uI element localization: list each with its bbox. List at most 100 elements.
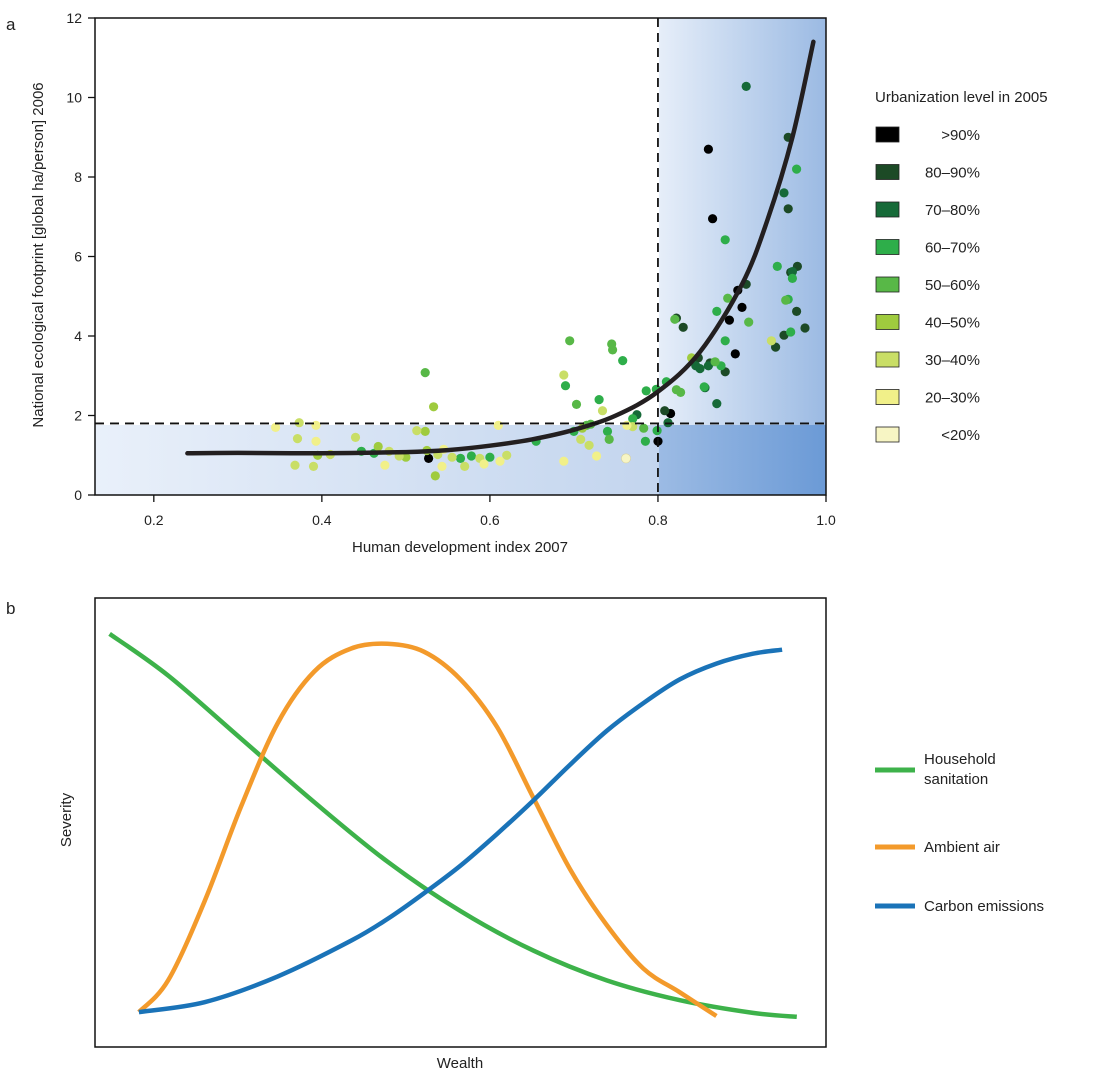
data-point-3: [720, 336, 730, 346]
data-point-7: [622, 420, 632, 430]
data-point-7: [495, 456, 505, 466]
legend-swatch: [875, 126, 900, 143]
legend-label: <20%: [941, 427, 980, 444]
data-point-6: [294, 418, 304, 428]
data-point-4: [571, 399, 582, 409]
x-tick-label: 0.8: [648, 512, 668, 528]
panel-a-label: a: [6, 15, 16, 34]
data-point-4: [639, 423, 649, 433]
data-point-3: [720, 235, 730, 245]
curve-household-sanitation: [108, 632, 797, 1020]
data-point-4: [676, 387, 686, 397]
data-point-5: [373, 441, 383, 452]
data-point-6: [308, 461, 319, 471]
legend-label: 80–90%: [925, 165, 980, 182]
urbanization-legend: >90% 80–90% 70–80% 60–70% 50–60% 40–50% 30–40%…: [875, 126, 980, 444]
data-point-7: [592, 451, 602, 461]
data-point-3: [485, 452, 495, 462]
plot-frame-b: [95, 598, 826, 706]
panel-b-legend: Household sanitation Ambient air Carbon emi…: [875, 751, 1044, 915]
severity-curves: [108, 632, 797, 1020]
data-point-3: [455, 453, 466, 463]
data-point-4: [723, 293, 733, 303]
data-point-2: [691, 361, 701, 371]
panel-a: 0.2 0.4 0.6 0.8 1.0 0 2 4 6 8 10 12 Human developm…: [30, 10, 1048, 556]
legend-swatch: [875, 201, 900, 218]
y-tick-label: 4: [74, 328, 82, 344]
legend-title: Urbanization level in 2005: [875, 89, 1048, 106]
legend-swatch: [875, 276, 900, 293]
legend-label-b: sanitation: [924, 771, 988, 788]
data-point-1: [783, 204, 793, 214]
region-sustainable-development: [659, 425, 826, 495]
legend-label: 40–50%: [925, 315, 980, 332]
data-point-0: [737, 302, 747, 312]
x-axis-ticks: 0.2 0.4 0.6 0.8 1.0: [144, 495, 836, 528]
data-point-3: [466, 451, 476, 461]
data-point-3: [618, 356, 628, 366]
data-point-4: [744, 317, 754, 327]
x-axis-label: Human development index 2007: [352, 539, 568, 556]
data-point-5: [430, 471, 440, 481]
data-point-1: [678, 322, 688, 332]
x-tick-label: 0.2: [144, 512, 164, 528]
data-point-6: [447, 452, 457, 462]
data-point-7: [311, 420, 321, 430]
data-point-3: [640, 436, 651, 446]
data-point-2: [779, 188, 789, 198]
data-point-3: [602, 426, 613, 436]
legend-swatch: [875, 389, 900, 405]
data-point-3: [772, 261, 782, 271]
data-point-3: [699, 382, 709, 392]
data-point-6: [412, 426, 422, 436]
y-tick-label: 6: [74, 249, 82, 265]
data-point-6: [460, 461, 470, 471]
curve-carbon-emissions: [138, 647, 783, 1015]
data-point-3: [560, 381, 571, 391]
curve-ambient-air: [137, 641, 718, 1018]
y-axis-ticks: 0 2 4 6 8 10 12: [66, 10, 95, 503]
x-tick-label: 1.0: [816, 512, 836, 528]
panel-b-label: b: [6, 599, 15, 618]
legend-label: 60–70%: [925, 240, 980, 257]
data-point-4: [607, 339, 617, 349]
data-point-3: [712, 306, 722, 316]
data-point-6: [766, 336, 777, 346]
x-tick-label: 0.6: [480, 512, 500, 528]
data-point-5: [429, 402, 439, 412]
legend-label: >90%: [941, 127, 980, 144]
data-point-6: [350, 432, 361, 442]
data-point-2: [787, 267, 798, 277]
data-point-1: [792, 306, 802, 316]
data-point-4: [604, 434, 614, 444]
data-point-7: [559, 456, 569, 466]
legend-swatch: [875, 164, 900, 180]
legend-label: 50–60%: [925, 277, 980, 294]
data-point-1: [800, 323, 810, 333]
legend-label-b: Ambient air: [924, 839, 1000, 856]
data-point-5: [420, 426, 430, 436]
data-point-8: [621, 453, 631, 464]
legend-swatch: [875, 426, 900, 443]
region-high-hdi: [659, 18, 826, 425]
x-tick-label: 0.4: [312, 512, 332, 528]
data-point-7: [437, 461, 447, 471]
y-tick-label: 10: [66, 90, 82, 106]
data-point-2: [703, 361, 714, 371]
plot-frame-b-border: [94, 597, 827, 1048]
data-point-4: [781, 295, 791, 305]
trend-curve: [185, 39, 816, 456]
data-point-4: [670, 314, 680, 324]
data-point-7: [380, 460, 390, 470]
legend-swatch: [875, 351, 900, 368]
legend-label: 70–80%: [925, 202, 980, 219]
data-point-6: [502, 450, 512, 460]
data-point-4: [565, 336, 575, 346]
y-tick-label: 0: [74, 487, 82, 503]
data-point-0: [730, 349, 740, 359]
data-point-3: [786, 327, 796, 337]
data-point-6: [559, 370, 569, 380]
data-point-7: [479, 459, 489, 469]
legend-label: 30–40%: [925, 352, 980, 369]
